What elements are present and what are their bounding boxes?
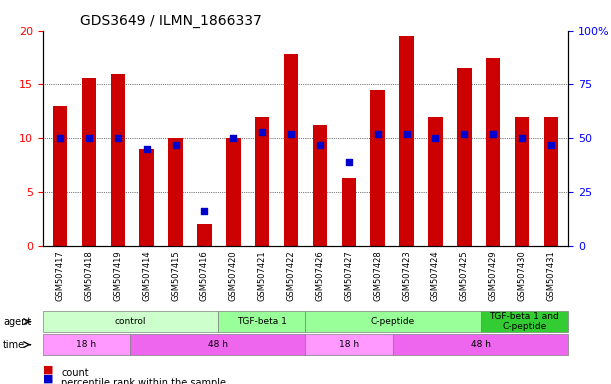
Bar xyxy=(428,117,442,246)
Bar xyxy=(53,106,67,246)
Point xyxy=(142,146,152,152)
Point xyxy=(84,135,94,141)
Text: 18 h: 18 h xyxy=(339,340,359,349)
Text: time: time xyxy=(3,339,25,350)
Text: control: control xyxy=(115,317,146,326)
Bar xyxy=(486,58,500,246)
Text: 48 h: 48 h xyxy=(470,340,491,349)
Bar xyxy=(226,138,241,246)
Point xyxy=(401,131,411,137)
Point xyxy=(315,142,325,148)
Text: 18 h: 18 h xyxy=(76,340,97,349)
Point xyxy=(459,131,469,137)
Point xyxy=(55,135,65,141)
Text: C-peptide: C-peptide xyxy=(371,317,415,326)
Bar xyxy=(197,224,211,246)
Text: ■: ■ xyxy=(43,374,53,384)
Point xyxy=(170,142,180,148)
Point xyxy=(257,129,267,135)
Bar xyxy=(544,117,558,246)
Text: TGF-beta 1 and
C-peptide: TGF-beta 1 and C-peptide xyxy=(489,312,559,331)
Point xyxy=(200,208,210,214)
Bar xyxy=(313,125,327,246)
Text: 48 h: 48 h xyxy=(208,340,228,349)
Point xyxy=(431,135,441,141)
Bar xyxy=(457,68,472,246)
Bar xyxy=(400,36,414,246)
Text: percentile rank within the sample: percentile rank within the sample xyxy=(61,378,226,384)
Point xyxy=(373,131,382,137)
Point xyxy=(229,135,238,141)
Point xyxy=(113,135,123,141)
Text: count: count xyxy=(61,368,89,378)
Point xyxy=(344,159,354,165)
Bar xyxy=(370,90,385,246)
Bar xyxy=(284,55,298,246)
Bar xyxy=(515,117,529,246)
Bar xyxy=(342,178,356,246)
Bar xyxy=(169,138,183,246)
Text: TGF-beta 1: TGF-beta 1 xyxy=(237,317,287,326)
Text: agent: agent xyxy=(3,316,31,327)
Point xyxy=(286,131,296,137)
Bar xyxy=(139,149,154,246)
Text: ■: ■ xyxy=(43,364,53,374)
Point xyxy=(546,142,556,148)
Bar xyxy=(111,74,125,246)
Bar xyxy=(82,78,96,246)
Point xyxy=(517,135,527,141)
Point xyxy=(488,131,498,137)
Text: GDS3649 / ILMN_1866337: GDS3649 / ILMN_1866337 xyxy=(79,14,262,28)
Bar xyxy=(255,117,269,246)
